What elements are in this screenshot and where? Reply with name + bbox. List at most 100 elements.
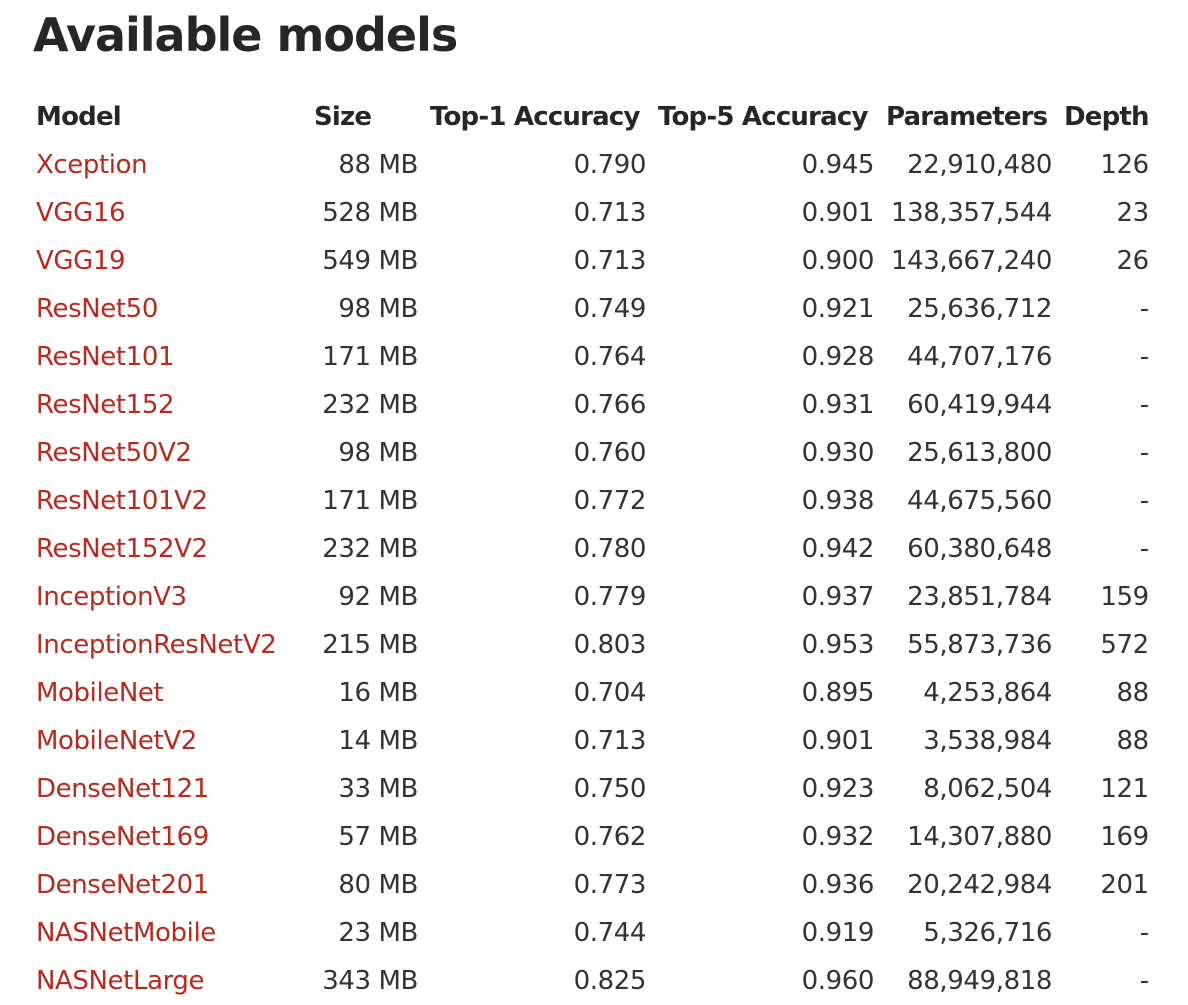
cell-depth: - [1139, 534, 1149, 564]
cell-model: MobileNetV2 [30, 717, 308, 765]
model-link[interactable]: ResNet101 [36, 342, 175, 372]
table-row: NASNetMobile 23 MB 0.744 0.919 5,326,716 - [30, 909, 1155, 957]
model-link[interactable]: DenseNet169 [36, 822, 209, 852]
cell-size: 92 MB [338, 582, 418, 612]
cell-parameters: 60,419,944 [907, 390, 1052, 420]
cell-top1-accuracy: 0.780 [573, 534, 647, 564]
model-link[interactable]: VGG19 [36, 246, 126, 276]
cell-depth: 572 [1100, 630, 1149, 660]
model-link[interactable]: InceptionResNetV2 [36, 630, 277, 660]
model-link[interactable]: NASNetLarge [36, 966, 205, 996]
cell-model: VGG16 [30, 189, 308, 237]
model-link[interactable]: ResNet152 [36, 390, 175, 420]
page-title: Available models [33, 8, 458, 62]
cell-top5-accuracy: 0.919 [801, 918, 875, 948]
cell-top5-accuracy: 0.953 [801, 630, 875, 660]
cell-depth: - [1139, 486, 1149, 516]
cell-model: ResNet50V2 [30, 429, 308, 477]
table-row: Xception 88 MB 0.790 0.945 22,910,480 126 [30, 141, 1155, 189]
cell-top1-accuracy: 0.764 [573, 342, 647, 372]
table-row: DenseNet121 33 MB 0.750 0.923 8,062,504 121 [30, 765, 1155, 813]
model-link[interactable]: VGG16 [36, 198, 126, 228]
cell-depth: 26 [1116, 246, 1149, 276]
cell-model: InceptionResNetV2 [30, 621, 308, 669]
header-row: Model Size Top-1 Accuracy Top-5 Accuracy… [30, 93, 1155, 141]
cell-top5-accuracy: 0.928 [801, 342, 875, 372]
model-link[interactable]: ResNet101V2 [36, 486, 208, 516]
cell-top1-accuracy: 0.704 [573, 678, 647, 708]
cell-parameters: 3,538,984 [923, 726, 1052, 756]
cell-top1-accuracy: 0.713 [573, 246, 647, 276]
cell-depth: - [1139, 918, 1149, 948]
cell-parameters: 25,613,800 [907, 438, 1052, 468]
cell-parameters: 23,851,784 [907, 582, 1052, 612]
model-link[interactable]: ResNet50 [36, 294, 158, 324]
cell-top1-accuracy: 0.825 [573, 966, 647, 996]
cell-parameters: 5,326,716 [923, 918, 1052, 948]
model-link[interactable]: DenseNet121 [36, 774, 209, 804]
cell-top5-accuracy: 0.901 [801, 726, 875, 756]
cell-parameters: 44,675,560 [907, 486, 1052, 516]
cell-size: 343 MB [322, 966, 418, 996]
model-link[interactable]: NASNetMobile [36, 918, 216, 948]
model-link[interactable]: MobileNet [36, 678, 164, 708]
model-link[interactable]: MobileNetV2 [36, 726, 197, 756]
cell-depth: 88 [1116, 678, 1149, 708]
model-link[interactable]: ResNet50V2 [36, 438, 192, 468]
cell-size: 16 MB [338, 678, 418, 708]
cell-top1-accuracy: 0.749 [573, 294, 647, 324]
cell-top5-accuracy: 0.942 [801, 534, 875, 564]
cell-top5-accuracy: 0.900 [801, 246, 875, 276]
cell-model: DenseNet201 [30, 861, 308, 909]
table-row: MobileNetV2 14 MB 0.713 0.901 3,538,984 88 [30, 717, 1155, 765]
cell-top1-accuracy: 0.803 [573, 630, 647, 660]
cell-parameters: 25,636,712 [907, 294, 1052, 324]
cell-depth: 169 [1100, 822, 1149, 852]
cell-top1-accuracy: 0.779 [573, 582, 647, 612]
table-row: ResNet50 98 MB 0.749 0.921 25,636,712 - [30, 285, 1155, 333]
cell-model: Xception [30, 141, 308, 189]
model-link[interactable]: Xception [36, 150, 148, 180]
cell-top1-accuracy: 0.713 [573, 198, 647, 228]
cell-parameters: 143,667,240 [890, 246, 1052, 276]
cell-depth: 121 [1100, 774, 1149, 804]
cell-model: ResNet101 [30, 333, 308, 381]
cell-depth: - [1139, 390, 1149, 420]
model-link[interactable]: InceptionV3 [36, 582, 187, 612]
cell-parameters: 44,707,176 [907, 342, 1052, 372]
table-row: MobileNet 16 MB 0.704 0.895 4,253,864 88 [30, 669, 1155, 717]
cell-top1-accuracy: 0.766 [573, 390, 647, 420]
model-link[interactable]: DenseNet201 [36, 870, 209, 900]
cell-model: ResNet50 [30, 285, 308, 333]
cell-parameters: 22,910,480 [907, 150, 1052, 180]
header-model: Model [36, 102, 122, 132]
cell-top1-accuracy: 0.744 [573, 918, 647, 948]
cell-size: 57 MB [338, 822, 418, 852]
header-top1-accuracy: Top-1 Accuracy [430, 102, 640, 132]
cell-depth: 23 [1116, 198, 1149, 228]
cell-depth: 201 [1100, 870, 1149, 900]
cell-parameters: 8,062,504 [923, 774, 1052, 804]
cell-top1-accuracy: 0.773 [573, 870, 647, 900]
cell-parameters: 138,357,544 [890, 198, 1052, 228]
cell-size: 80 MB [338, 870, 418, 900]
table-row: ResNet152V2 232 MB 0.780 0.942 60,380,648 - [30, 525, 1155, 573]
cell-model: NASNetMobile [30, 909, 308, 957]
cell-depth: - [1139, 342, 1149, 372]
cell-top5-accuracy: 0.931 [801, 390, 875, 420]
cell-top1-accuracy: 0.790 [573, 150, 647, 180]
cell-depth: - [1139, 438, 1149, 468]
cell-depth: 159 [1100, 582, 1149, 612]
table-row: DenseNet201 80 MB 0.773 0.936 20,242,984 201 [30, 861, 1155, 909]
cell-top5-accuracy: 0.923 [801, 774, 875, 804]
table-row: ResNet101V2 171 MB 0.772 0.938 44,675,560 - [30, 477, 1155, 525]
cell-size: 528 MB [322, 198, 418, 228]
cell-model: MobileNet [30, 669, 308, 717]
cell-model: InceptionV3 [30, 573, 308, 621]
cell-depth: - [1139, 294, 1149, 324]
model-link[interactable]: ResNet152V2 [36, 534, 208, 564]
models-table: Model Size Top-1 Accuracy Top-5 Accuracy… [30, 93, 1155, 1005]
cell-top5-accuracy: 0.930 [801, 438, 875, 468]
cell-top5-accuracy: 0.901 [801, 198, 875, 228]
table-row: NASNetLarge 343 MB 0.825 0.960 88,949,818 - [30, 957, 1155, 1005]
